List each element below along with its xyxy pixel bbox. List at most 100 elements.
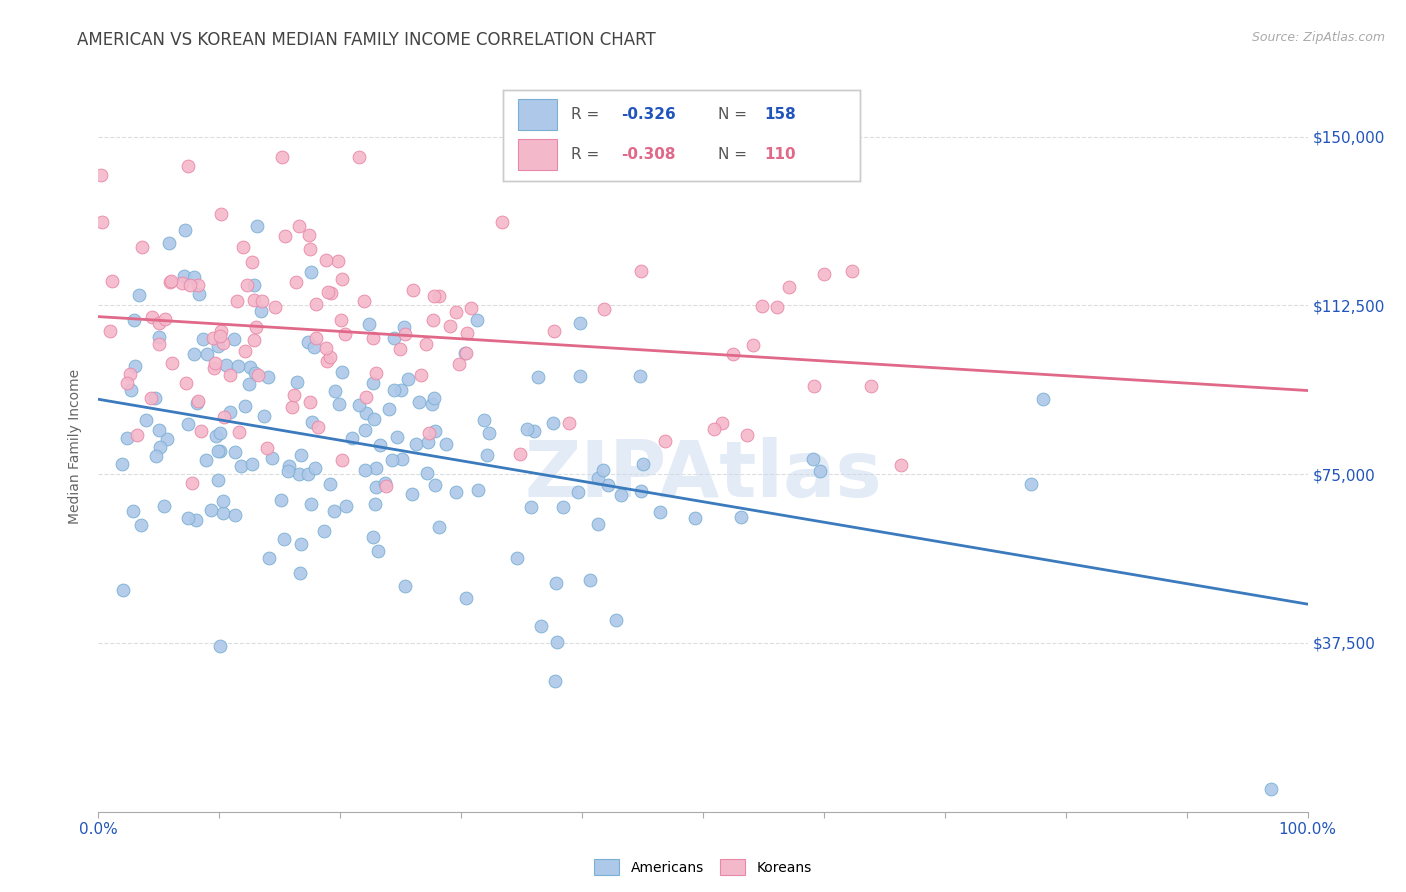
Point [586,516,609,531]
Point [120,383,142,397]
Point [363,530,385,544]
Point [546,635,568,649]
Point [328,397,350,411]
Point [253,409,276,424]
Point [250,304,273,318]
Point [98,324,121,338]
Point [191,332,214,346]
Point [157,235,180,250]
Point [467,483,489,497]
Point [205,428,228,442]
Point [148,336,170,351]
Point [439,318,461,333]
Point [240,457,263,471]
Point [568,369,591,384]
Point [305,297,328,311]
Point [160,274,183,288]
Point [200,503,222,517]
Point [298,242,321,256]
Point [224,332,246,346]
Point [204,356,226,370]
Point [1260,782,1282,797]
Point [100,274,122,288]
Point [353,463,375,477]
Point [598,478,620,492]
Point [353,294,375,309]
Point [422,313,444,327]
Point [354,423,377,437]
Point [174,223,197,237]
Point [385,430,408,444]
Point [382,383,405,397]
Point [330,272,353,286]
Point [173,268,195,283]
Point [364,460,387,475]
Point [290,566,312,580]
Point [347,150,370,164]
Point [685,511,707,525]
Point [803,452,825,467]
Point [159,275,181,289]
Point [288,467,311,481]
Point [131,240,153,254]
Point [209,207,232,221]
Point [277,464,299,478]
Point [354,391,377,405]
Point [475,448,498,462]
Point [541,417,564,431]
Point [270,493,292,508]
Point [290,449,312,463]
Point [245,320,267,334]
Point [454,346,477,360]
Point [860,379,883,393]
Point [122,313,145,327]
Point [187,394,209,409]
Point [201,331,224,345]
Point [236,278,259,293]
Point [630,368,652,383]
Point [218,405,240,419]
Point [115,431,138,445]
Point [318,285,340,299]
Point [91,215,114,229]
Point [225,294,247,309]
Point [264,301,287,315]
Point [176,511,198,525]
Point [389,383,412,397]
Point [394,579,416,593]
Point [228,425,250,440]
Point [90,168,112,182]
Point [239,359,262,374]
Point [315,354,337,368]
Point [1021,477,1043,491]
Point [456,591,478,606]
Point [322,504,344,518]
Point [229,459,252,474]
Point [177,159,200,173]
Point [207,443,229,458]
Point [179,278,201,293]
Point [110,457,132,471]
Point [208,639,231,653]
Point [544,674,567,689]
Point [434,436,457,450]
Point [401,486,423,500]
Point [368,438,391,452]
Point [491,215,513,229]
Point [135,413,157,427]
Point [209,444,232,458]
Point [465,313,488,327]
Point [209,328,232,343]
Point [174,376,197,391]
Point [148,423,170,437]
Point [364,480,387,494]
Point [224,508,246,522]
Point [149,440,172,454]
Point [224,444,246,458]
Point [170,276,193,290]
Point [148,330,170,344]
Point [312,524,335,538]
Point [456,326,478,341]
Point [252,294,274,309]
Point [449,357,471,371]
